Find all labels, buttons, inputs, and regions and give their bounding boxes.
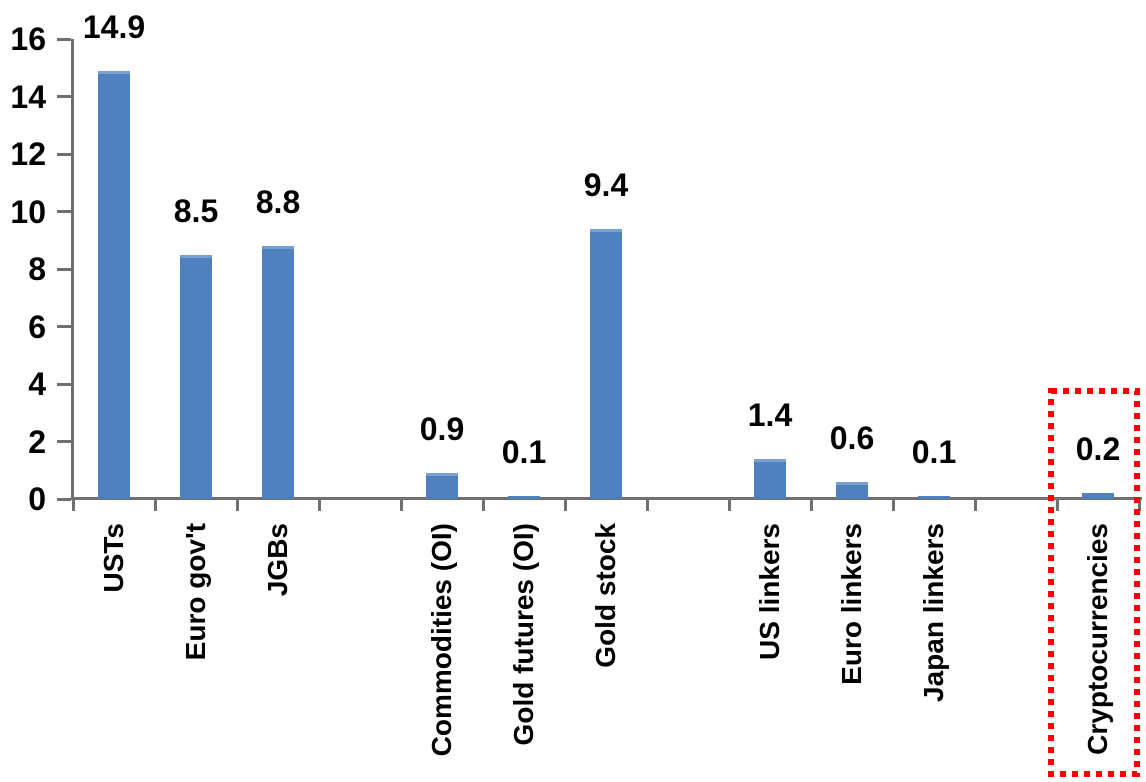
x-tick — [564, 500, 567, 511]
y-tick — [57, 383, 71, 386]
y-tick-label: 10 — [10, 194, 46, 230]
bar-value-label-gold-futures-oi: 0.1 — [501, 434, 547, 470]
y-tick-label: 2 — [28, 424, 46, 460]
x-tick — [482, 500, 485, 511]
y-tick — [57, 38, 71, 41]
bar-value-label-usts: 14.9 — [82, 9, 146, 45]
x-tick — [728, 500, 731, 511]
y-tick — [57, 498, 71, 501]
category-label-gold-stock: Gold stock — [590, 523, 621, 668]
bar-value-label-gold-stock: 9.4 — [583, 167, 629, 203]
bar-value-label-cryptocurrencies: 0.2 — [1075, 431, 1121, 467]
y-tick — [57, 440, 71, 443]
y-tick — [57, 210, 71, 213]
category-label-usts: USTs — [98, 523, 129, 593]
x-tick — [646, 500, 649, 511]
y-tick-label: 6 — [28, 309, 46, 345]
bar-japan-linkers — [918, 496, 950, 499]
y-tick — [57, 325, 71, 328]
bar-value-label-commodities-oi: 0.9 — [419, 411, 465, 447]
bar-value-label-euro-linkers: 0.6 — [829, 420, 875, 456]
x-tick — [318, 500, 321, 511]
category-label-commodities-oi: Commodities (OI) — [426, 523, 457, 757]
category-label-euro-gov-t: Euro gov't — [180, 523, 211, 661]
x-tick — [810, 500, 813, 511]
x-tick — [236, 500, 239, 511]
category-label-us-linkers: US linkers — [754, 523, 785, 660]
y-tick-label: 16 — [10, 21, 46, 57]
bar-value-label-japan-linkers: 0.1 — [911, 434, 957, 470]
bar-usts — [98, 71, 130, 499]
category-label-japan-linkers: Japan linkers — [918, 523, 949, 702]
x-tick — [1138, 500, 1141, 511]
highlight-box-outline — [1048, 388, 1140, 777]
y-tick-label: 8 — [28, 251, 46, 287]
bar-euro-linkers — [836, 482, 868, 499]
bar-gold-futures-oi — [508, 496, 540, 499]
x-tick — [892, 500, 895, 511]
x-tick — [400, 500, 403, 511]
category-label-jgbs: JGBs — [262, 523, 293, 597]
category-label-gold-futures-oi: Gold futures (OI) — [508, 523, 539, 746]
x-tick — [72, 500, 75, 511]
bar-euro-gov-t — [180, 255, 212, 499]
y-axis-line — [71, 39, 74, 500]
y-tick — [57, 95, 71, 98]
bar-value-label-us-linkers: 1.4 — [747, 397, 793, 433]
highlight-box — [1048, 388, 1140, 777]
bar-value-label-euro-gov-t: 8.5 — [173, 193, 219, 229]
x-tick — [154, 500, 157, 511]
y-tick-label: 4 — [28, 366, 46, 402]
y-tick — [57, 153, 71, 156]
y-tick-label: 12 — [10, 136, 46, 172]
bar-commodities-oi — [426, 473, 458, 499]
x-tick — [974, 500, 977, 511]
category-label-euro-linkers: Euro linkers — [836, 523, 867, 685]
bar-cryptocurrencies — [1082, 493, 1114, 499]
x-tick — [1056, 500, 1059, 511]
bar-jgbs — [262, 246, 294, 499]
bar-value-label-jgbs: 8.8 — [255, 184, 301, 220]
bar-gold-stock — [590, 229, 622, 499]
y-tick-label: 0 — [28, 481, 46, 517]
bar-us-linkers — [754, 459, 786, 499]
y-tick-label: 14 — [10, 79, 46, 115]
y-tick — [57, 268, 71, 271]
